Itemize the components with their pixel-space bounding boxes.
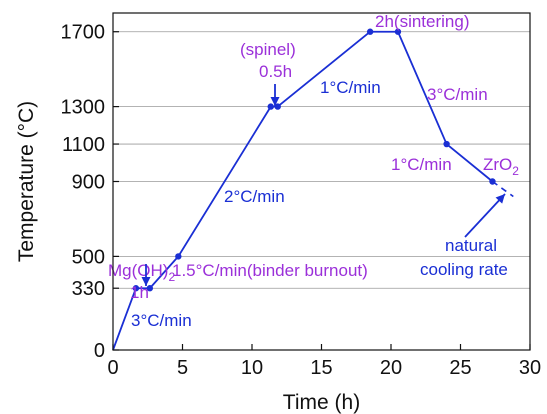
arrow-mgoh2-head: [141, 277, 151, 286]
annotation-half-h: 0.5h: [259, 62, 292, 81]
x-tick-label: 0: [107, 357, 118, 379]
annotation-rate-2: 2°C/min: [224, 187, 285, 206]
annotation-rate-3b: 3°C/min: [427, 85, 488, 104]
data-point: [175, 253, 182, 260]
y-tick-label: 900: [72, 172, 105, 194]
annotation-rate-3a: 3°C/min: [131, 311, 192, 330]
arrow-natural-cooling-head: [495, 194, 505, 204]
annotation-one-h: 1h: [130, 283, 149, 302]
x-tick-label: 5: [177, 357, 188, 379]
arrow-layer: [141, 84, 506, 286]
data-point: [394, 28, 402, 35]
y-axis-title: Temperature (°C): [15, 101, 38, 262]
annotation-two-h: 2h(sintering): [375, 12, 470, 31]
natural-cooling-dashed-line: [492, 180, 514, 198]
annotation-rate-1-5: 1.5°C/min(binder burnout): [172, 261, 368, 280]
grid-lines: [113, 31, 530, 289]
y-tick-label: 0: [94, 340, 105, 362]
y-tick-label: 1100: [62, 134, 105, 156]
y-tick-label: 330: [72, 278, 105, 300]
data-point: [274, 103, 281, 110]
data-point: [443, 140, 450, 148]
axis-ticks: 0 330 500 900 1100 1300 1700 0 5 10 15 20 25 30: [61, 22, 542, 379]
y-tick-label: 500: [72, 246, 105, 268]
annotation-mgoh2: Mg(OH)2: [108, 261, 175, 284]
x-tick-label: 10: [241, 357, 263, 379]
x-tick-label: 20: [380, 357, 402, 379]
data-point: [132, 285, 140, 292]
y-tick-label: 1700: [61, 22, 106, 44]
x-tick-label: 30: [519, 357, 541, 379]
series-line: [112, 30, 494, 351]
x-axis-title: Time (h): [283, 391, 360, 414]
x-tick-label: 15: [310, 357, 332, 379]
annotation-cooling: cooling rate: [420, 260, 508, 279]
annotation-layer: Mg(OH)21h (spinel) 0.5h 2h(sintering) ZrO2 3°…: [108, 12, 519, 330]
data-point: [366, 28, 374, 35]
plot-frame: [112, 12, 531, 351]
annotation-rate-1a: 1°C/min: [320, 78, 381, 97]
arrow-natural-cooling: [464, 193, 506, 238]
annotation-spinel: (spinel): [240, 40, 296, 59]
annotation-natural: natural: [445, 236, 497, 255]
annotation-zro2: ZrO2: [483, 155, 519, 178]
y-tick-label: 1300: [61, 97, 106, 119]
series-layer: [112, 28, 514, 351]
x-tick-label: 25: [449, 357, 471, 379]
data-point: [146, 285, 154, 292]
data-point: [267, 103, 274, 110]
annotation-rate-1b: 1°C/min: [391, 155, 452, 174]
arrow-spinel-head: [270, 97, 280, 106]
